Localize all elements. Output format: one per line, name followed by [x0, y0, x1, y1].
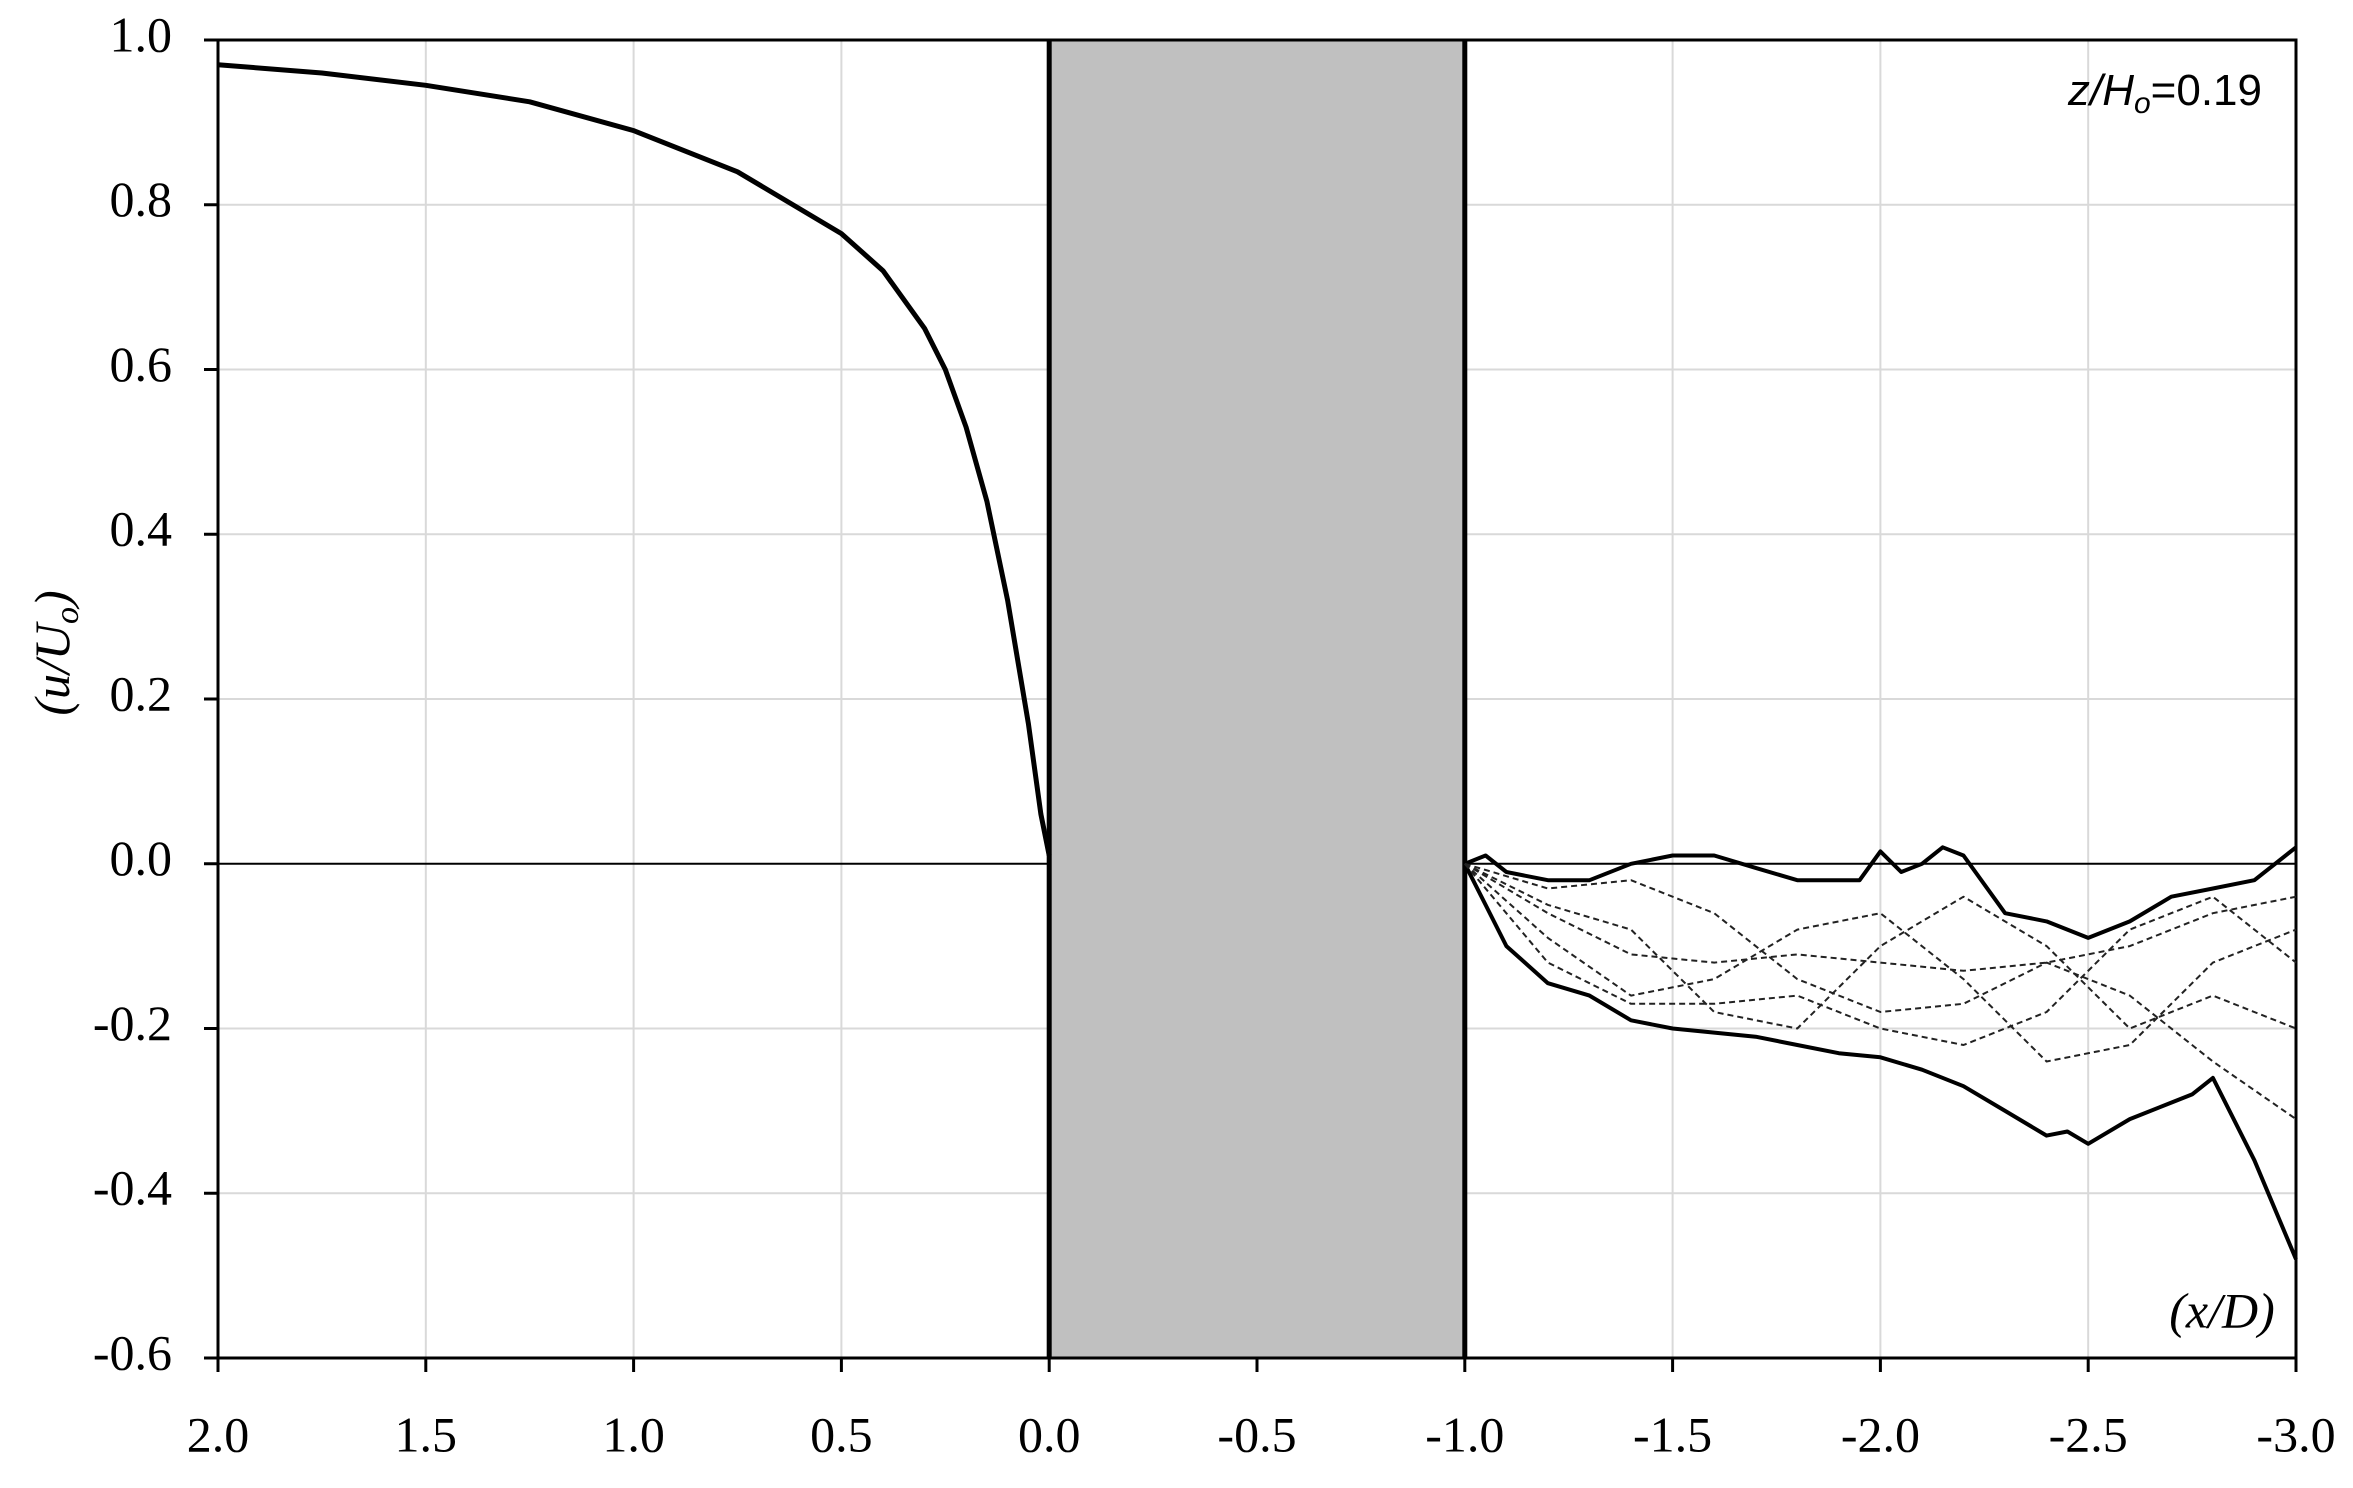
- instant-profile: [1464, 863, 2297, 1046]
- y-axis-label: (u/Uo): [24, 590, 85, 715]
- y-label-open: (u/U: [24, 621, 80, 716]
- y-tick-label: -0.4: [93, 1160, 172, 1216]
- x-tick-label: 1.5: [395, 1406, 458, 1462]
- plot-frame: [216, 38, 2298, 1360]
- x-tick-label: 0.5: [810, 1406, 873, 1462]
- x-tick-label: -3.0: [2256, 1406, 2335, 1462]
- annotation-rest: =0.19: [2151, 66, 2262, 115]
- annotation-sub: o: [2134, 87, 2151, 120]
- x-tick-label: -2.0: [1841, 1406, 1920, 1462]
- profile-line: [1463, 862, 2298, 1260]
- x-tick-label: -0.5: [1217, 1406, 1296, 1462]
- y-label-sub: o: [49, 607, 86, 624]
- x-axis-label: (x/D): [2169, 1282, 2275, 1338]
- y-tick-label: 0.8: [110, 171, 173, 227]
- x-tick-label: 0.0: [1018, 1406, 1081, 1462]
- x-tick-label: -2.5: [2049, 1406, 2128, 1462]
- annotation: z/Ho=0.19: [2067, 66, 2262, 120]
- y-tick-label: 1.0: [110, 6, 173, 62]
- x-tick-label: 1.0: [602, 1406, 665, 1462]
- instant-profile: [1464, 863, 2297, 1063]
- instant-profile: [1464, 862, 2297, 1030]
- y-label-close: ): [24, 590, 80, 610]
- profile-line: [217, 62, 1052, 856]
- y-tick-label: -0.6: [93, 1324, 172, 1380]
- x-tick-label: 2.0: [187, 1406, 250, 1462]
- profile-line: [1464, 845, 2298, 940]
- y-tick-label: 0.2: [110, 665, 173, 721]
- y-tick-label: 0.4: [110, 501, 173, 557]
- instant-profile: [1464, 862, 2297, 1120]
- x-tick-label: -1.5: [1633, 1406, 1712, 1462]
- y-tick-label: 0.0: [110, 830, 173, 886]
- y-tick-label: -0.2: [93, 995, 172, 1051]
- x-tick-label: -1.0: [1425, 1406, 1504, 1462]
- instant-profile: [1464, 862, 2297, 972]
- shaded-region: [1049, 40, 1465, 1358]
- y-tick-label: 0.6: [110, 336, 173, 392]
- annotation-var: z/H: [2067, 66, 2134, 115]
